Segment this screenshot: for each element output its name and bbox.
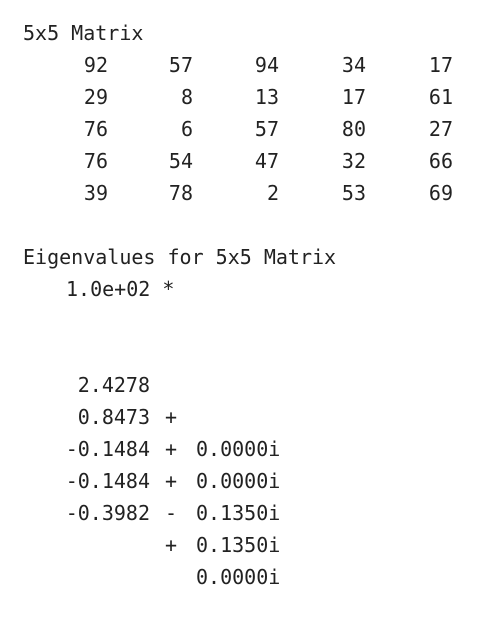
matrix-cell: 17 (341, 85, 366, 109)
matrix-cell: 54 (168, 149, 193, 173)
eigenvalue-real: -0.1484 (65, 437, 150, 461)
matrix-cell: 66 (428, 149, 453, 173)
matrix-cell: 80 (341, 117, 366, 141)
eigenvalue-real: -0.1484 (65, 469, 150, 493)
matrix-cell: 8 (180, 85, 193, 109)
eigenvalue-real: 2.4278 (77, 373, 150, 397)
matrix-cell: 6 (180, 117, 193, 141)
eigenvalue-row: -0.1484 + 0.1350i (0, 401, 490, 525)
eigenvalue-row: -0.1484 - 0.1350i (0, 433, 490, 557)
matrix-cell: 27 (428, 117, 453, 141)
matrix-cell: 32 (341, 149, 366, 173)
matrix-cell: 76 (83, 117, 108, 141)
matrix-cell: 2 (266, 181, 279, 205)
eigen-title: Eigenvalues for 5x5 Matrix (23, 245, 337, 269)
matrix-cell: 57 (168, 53, 193, 77)
matrix-cell: 61 (428, 85, 453, 109)
matrix-cell: 17 (428, 53, 453, 77)
eigenvalue-imag: 0.0000i (196, 565, 281, 589)
eigenvalue-row: -0.3982 + 0.0000i (0, 465, 490, 589)
matrix-cell: 69 (428, 181, 453, 205)
eigenvalue-imag: 0.1350i (196, 501, 281, 525)
matrix-cell: 13 (254, 85, 279, 109)
matrix-cell: 57 (254, 117, 279, 141)
matrix-cell: 92 (83, 53, 108, 77)
matrix-cell: 47 (254, 149, 279, 173)
matrix-title: 5x5 Matrix (23, 21, 144, 45)
eigenvalue-real: 0.8473 (77, 405, 150, 429)
matrix-cell: 29 (83, 85, 108, 109)
matrix-cell: 94 (254, 53, 279, 77)
eigenvalue-sign: + (164, 405, 178, 429)
matrix-cell: 53 (341, 181, 366, 205)
matrix-cell: 34 (341, 53, 366, 77)
eigenvalue-row: 0.8473 + 0.0000i (0, 369, 490, 493)
eigenvalue-imag: 0.0000i (196, 469, 281, 493)
matrix-cell: 39 (83, 181, 108, 205)
eigenvalue-imag: 0.1350i (196, 533, 281, 557)
matrix-cell: 76 (83, 149, 108, 173)
console-output: 5x5 Matrix 92 57 94 34 17 29 8 13 17 61 … (0, 21, 490, 589)
eigenvalue-row: 2.4278 + 0.0000i (0, 337, 490, 461)
matrix-cell: 78 (168, 181, 193, 205)
eigenvalue-sign: + (164, 533, 178, 557)
eigenvalue-sign: - (164, 501, 178, 525)
eigenvalue-sign: + (164, 469, 178, 493)
eigen-scale-factor: 1.0e+02 * (66, 277, 175, 301)
eigenvalue-sign: + (164, 437, 178, 461)
eigenvalue-imag: 0.0000i (196, 437, 281, 461)
eigenvalue-real: -0.3982 (65, 501, 150, 525)
